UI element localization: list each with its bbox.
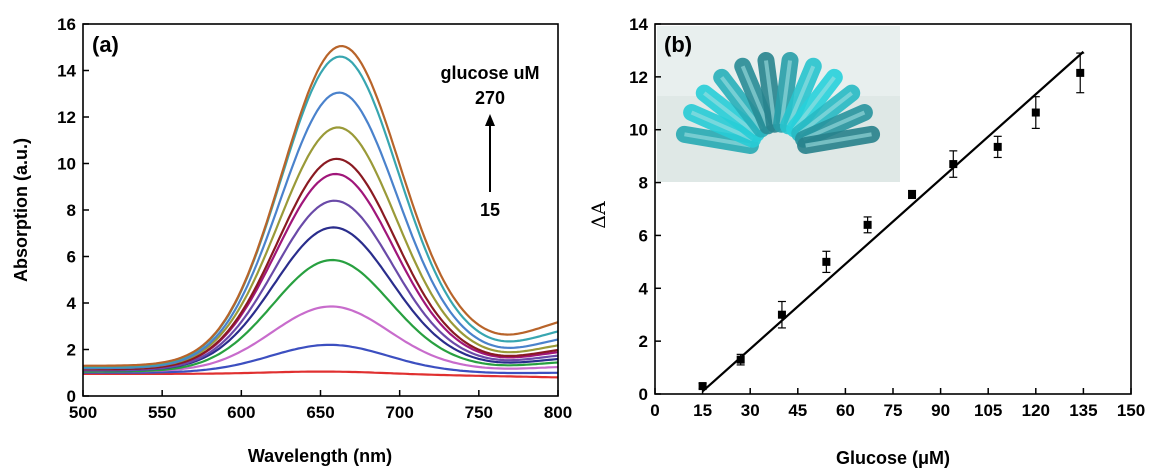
linear-fit-line xyxy=(701,50,1085,393)
glucose-annotation-text: glucose uM xyxy=(440,63,539,83)
panel-b-xtick-label: 60 xyxy=(836,401,855,420)
panel-b-ytick-label: 12 xyxy=(629,68,648,87)
data-point-marker xyxy=(949,160,958,169)
panel-a-xtick-label: 800 xyxy=(544,403,572,422)
spectrum-curve-3 xyxy=(83,305,559,373)
panel-b-ytick-label: 10 xyxy=(629,121,648,140)
data-point-3 xyxy=(777,300,786,329)
panel-b-xlabel: Glucose (μM) xyxy=(836,448,950,468)
spectrum-curve-12 xyxy=(82,44,559,367)
panel-b-xtick-label: 0 xyxy=(650,401,659,420)
sample-tube-highlight xyxy=(805,132,872,148)
panel-a-ytick-label: 8 xyxy=(67,201,76,220)
panel-b-ytick-label: 14 xyxy=(629,15,648,34)
panel-b-label: (b) xyxy=(664,32,692,57)
panel-b-ylabel: ΔA xyxy=(588,201,610,229)
panel-b-ytick-label: 4 xyxy=(639,279,649,298)
data-point-marker xyxy=(993,142,1002,151)
panel-a-xtick-label: 750 xyxy=(465,403,493,422)
panel-b-xtick-label: 90 xyxy=(931,401,950,420)
data-point-6 xyxy=(908,189,917,200)
inset-photo-blue-tubes xyxy=(657,26,900,182)
sample-tube-highlight xyxy=(763,60,777,125)
data-points xyxy=(698,52,1085,391)
panel-a-ytick-label: 6 xyxy=(67,248,76,267)
panel-a-ytick-label: 0 xyxy=(67,387,76,406)
data-point-2 xyxy=(736,353,745,366)
panel-a-ytick-label: 16 xyxy=(57,15,76,34)
panel-a-xtick-label: 700 xyxy=(385,403,413,422)
panel-b-xtick-label: 45 xyxy=(788,401,807,420)
sample-tube-highlight xyxy=(690,110,754,142)
panel-b-xtick-label: 30 xyxy=(741,401,760,420)
spectrum-curve-11 xyxy=(83,55,559,368)
data-point-marker xyxy=(822,257,831,266)
spectrum-curve-4 xyxy=(83,258,559,373)
spectrum-curve-10 xyxy=(83,91,559,370)
glucose-annotation-bottom: 15 xyxy=(480,200,500,220)
panel-a-ytick-label: 2 xyxy=(67,341,76,360)
panel-b-xtick-label: 135 xyxy=(1069,401,1097,420)
data-point-1 xyxy=(698,382,707,391)
panel-a-ytick-label: 4 xyxy=(67,294,77,313)
spectrum-curve-6 xyxy=(83,199,559,372)
panel-a-ytick-label: 14 xyxy=(57,62,76,81)
panel-a-xtick-label: 600 xyxy=(227,403,255,422)
spectra-curves xyxy=(82,44,559,379)
spectrum-curve-8 xyxy=(83,157,559,371)
data-point-5 xyxy=(863,216,872,234)
panel-a-ticks: 500 550 600 650 700 750 800 0 2 4 6 8 10 12 14 16 xyxy=(57,15,572,422)
panel-a-xtick-label: 650 xyxy=(306,403,334,422)
sample-tube-highlight xyxy=(793,76,836,131)
panel-b-xtick-label: 75 xyxy=(884,401,903,420)
sample-tube-highlight xyxy=(720,76,763,131)
tube-array xyxy=(675,51,881,154)
sample-tube-highlight xyxy=(779,60,793,125)
glucose-annotation-top: 270 xyxy=(475,88,505,108)
panel-a-xlabel: Wavelength (nm) xyxy=(248,446,392,466)
panel-a-label: (a) xyxy=(92,32,119,57)
glucose-arrow-head xyxy=(485,114,495,126)
panel-a-ytick-label: 10 xyxy=(57,155,76,174)
panel-b-ytick-label: 8 xyxy=(639,174,648,193)
panel-a-spectra-chart: 500 550 600 650 700 750 800 0 2 4 6 8 10 12 14 16 (a) g… xyxy=(11,15,572,466)
data-point-marker xyxy=(777,310,786,319)
data-point-marker xyxy=(863,220,872,229)
panel-b-ytick-label: 2 xyxy=(639,332,648,351)
data-point-marker xyxy=(736,355,745,364)
panel-b-ytick-label: 0 xyxy=(639,385,648,404)
panel-b-ytick-label: 6 xyxy=(639,226,648,245)
sample-tube-highlight xyxy=(740,65,770,127)
data-point-marker xyxy=(1076,68,1085,77)
data-point-9 xyxy=(1031,96,1040,129)
data-point-10 xyxy=(1076,52,1085,94)
panel-a-xtick-label: 500 xyxy=(69,403,97,422)
spectrum-curve-2 xyxy=(83,343,558,375)
panel-b-xtick-label: 105 xyxy=(974,401,1002,420)
data-point-marker xyxy=(908,190,917,199)
spectrum-curve-9 xyxy=(83,126,559,370)
data-point-7 xyxy=(949,150,958,178)
panel-b-ticks: 0 15 30 45 60 75 90 105 120 135 150 0 2 4 6 8 10 12 14 xyxy=(629,15,1145,420)
data-point-8 xyxy=(993,135,1002,159)
panel-a-ylabel: Absorption (a.u.) xyxy=(11,138,31,282)
sample-tube-highlight xyxy=(703,91,758,136)
panel-b-xtick-label: 150 xyxy=(1117,401,1145,420)
sample-tube-highlight xyxy=(798,91,853,136)
panel-b-calibration-chart: 0 15 30 45 60 75 90 105 120 135 150 0 2 4 6 8 10 12 14 (b)… xyxy=(588,15,1145,468)
panel-a-xtick-label: 550 xyxy=(148,403,176,422)
panel-b-xtick-label: 120 xyxy=(1022,401,1050,420)
spectrum-curve-1 xyxy=(83,370,559,379)
data-point-marker xyxy=(698,382,707,391)
data-point-4 xyxy=(822,250,831,274)
panel-a-ytick-label: 12 xyxy=(57,108,76,127)
data-point-marker xyxy=(1031,108,1040,117)
panel-b-xtick-label: 15 xyxy=(693,401,712,420)
sample-tube-highlight xyxy=(802,110,866,142)
sample-tube-highlight xyxy=(786,65,816,127)
sample-tube-highlight xyxy=(684,132,751,148)
